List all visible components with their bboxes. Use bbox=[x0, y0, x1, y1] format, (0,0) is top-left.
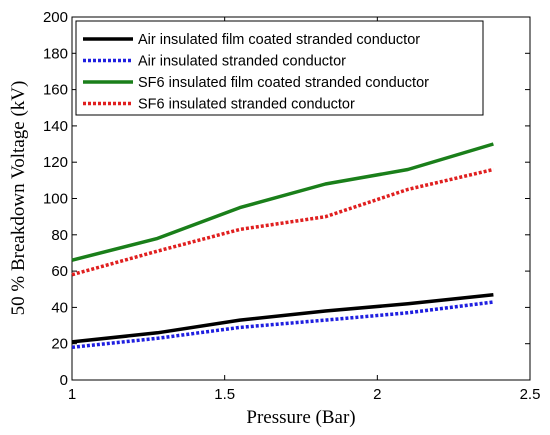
legend-box bbox=[75, 20, 484, 116]
series-line-1 bbox=[71, 292, 494, 344]
series-layer bbox=[71, 142, 494, 350]
y-tick-label: 20 bbox=[51, 336, 68, 353]
legend-label-3: SF6 insulated film coated stranded condu… bbox=[138, 75, 429, 91]
y-tick-label: 160 bbox=[43, 82, 68, 99]
legend-label-2: Air insulated stranded conductor bbox=[138, 54, 346, 70]
y-tick-label: 200 bbox=[43, 9, 68, 26]
y-tick-label: 140 bbox=[43, 118, 68, 135]
legend-label-4: SF6 insulated stranded conductor bbox=[138, 97, 355, 113]
series-line-4 bbox=[71, 167, 494, 277]
x-tick-label: 2 bbox=[373, 386, 381, 403]
y-axis-title: 50 % Breakdown Voltage (kV) bbox=[8, 81, 29, 316]
y-tick-label: 60 bbox=[51, 263, 68, 280]
legend: Air insulated film coated stranded condu… bbox=[75, 20, 484, 116]
series-line-3 bbox=[71, 142, 494, 262]
y-tick-label: 180 bbox=[43, 45, 68, 62]
y-tick-label: 120 bbox=[43, 154, 68, 171]
y-tick-label: 80 bbox=[51, 227, 68, 244]
y-tick-label: 40 bbox=[51, 299, 68, 316]
legend-label-1: Air insulated film coated stranded condu… bbox=[138, 32, 420, 48]
series-line-2 bbox=[71, 300, 494, 350]
y-axis: 0 20 40 60 80 100 120 140 160 180 200 bbox=[43, 9, 530, 389]
x-axis: 1 1.5 2 2.5 bbox=[68, 17, 541, 403]
y-tick-label: 100 bbox=[43, 191, 68, 208]
x-axis-title: Pressure (Bar) bbox=[246, 407, 355, 428]
x-tick-label: 1 bbox=[68, 386, 76, 403]
y-tick-label: 0 bbox=[60, 372, 68, 389]
x-tick-label: 2.5 bbox=[520, 386, 541, 403]
x-tick-label: 1.5 bbox=[214, 386, 235, 403]
